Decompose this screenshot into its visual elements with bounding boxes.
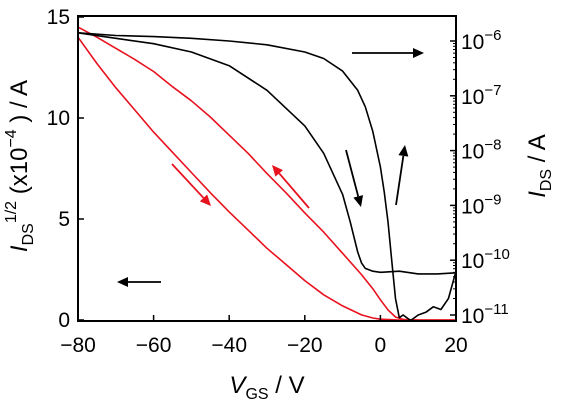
arrow-head [199, 194, 211, 206]
x-axis-title: VGS / V [229, 372, 304, 403]
right-y-tick-label: 10−10 [461, 246, 510, 273]
left-y-axis-title: IDS1/2 (x10−4 ) / A [3, 80, 37, 252]
left-y-tick-label: 0 [58, 309, 70, 332]
x-tick-label: −20 [287, 334, 323, 357]
sweep-arrow-left [117, 277, 161, 287]
left-y-tick-label: 5 [58, 208, 70, 231]
arrow-head [353, 195, 364, 207]
right-y-tick-label: 10−9 [461, 191, 501, 218]
right-y-tick-label: 10−8 [461, 137, 501, 164]
sweep-arrow-right [352, 48, 424, 58]
arrow-shaft [395, 155, 405, 206]
sweep-arrow-up [395, 145, 409, 206]
x-tick-label: −80 [60, 334, 96, 357]
series-line-right-forward [77, 32, 457, 275]
axis-ticks: −80 −60 −40 −20 0 20 0 5 10 15 10−11 10−10 10−9 10−8 1… [47, 6, 510, 357]
right-y-axis-title: IDS / A [524, 134, 555, 198]
left-y-tick-label: 10 [47, 107, 70, 130]
arrow-shaft [171, 163, 205, 199]
arrow-shaft [278, 172, 310, 209]
left-y-tick-label: 15 [47, 6, 70, 29]
arrow-head [272, 165, 283, 177]
x-tick-label: 20 [444, 334, 467, 357]
arrow-head [413, 48, 424, 58]
series-line-left-reverse [77, 26, 456, 321]
x-tick-label: 0 [375, 334, 387, 357]
arrow-head [117, 277, 128, 287]
arrow-shaft [345, 149, 360, 197]
series-line-left-forward [77, 36, 456, 321]
plot-frame [77, 15, 457, 322]
sweep-arrow-up-left [272, 165, 310, 209]
right-y-tick-label: 10−6 [461, 27, 501, 54]
series-line-right-reverse [77, 32, 457, 322]
right-y-tick-label: 10−11 [461, 301, 509, 328]
x-tick-label: −40 [211, 334, 247, 357]
sweep-arrows [117, 48, 424, 287]
sweep-arrow-down-right [171, 163, 211, 206]
x-tick-label: −60 [136, 334, 172, 357]
arrow-head [398, 145, 409, 157]
right-y-tick-label: 10−7 [461, 82, 501, 109]
curves [77, 26, 457, 322]
sweep-arrow-down [345, 149, 364, 207]
